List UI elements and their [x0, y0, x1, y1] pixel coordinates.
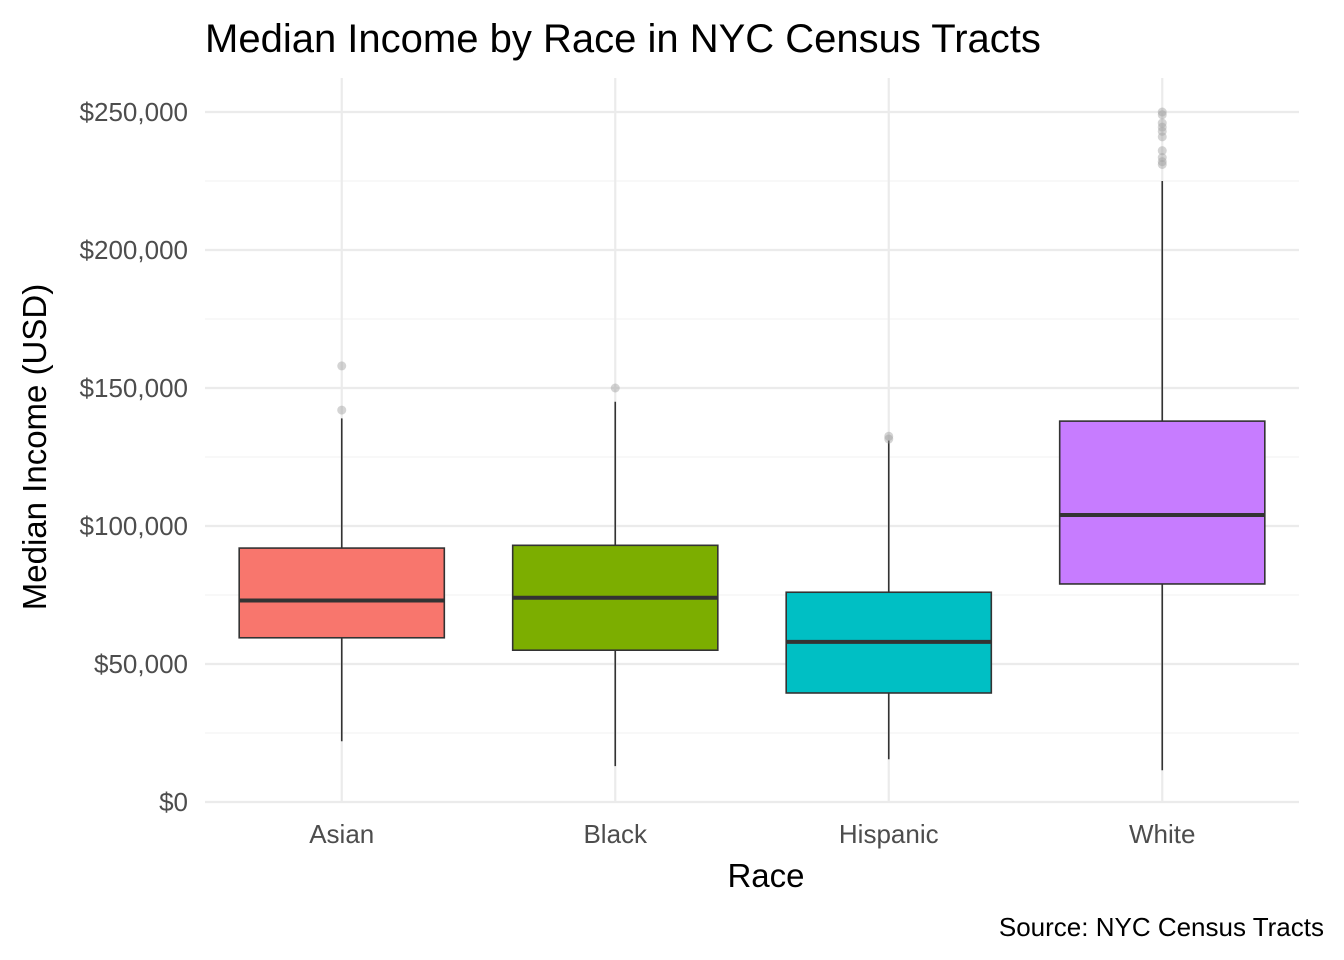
outlier-point [1157, 118, 1167, 128]
y-tick-label: $50,000 [94, 649, 188, 679]
outlier-point [1157, 146, 1167, 156]
outlier-point [610, 383, 620, 393]
box-hispanic [785, 431, 993, 760]
outlier-point [884, 434, 894, 444]
y-axis-ticks: $0 $50,000 $100,000 $150,000 $200,000 $250,00… [80, 97, 188, 817]
y-tick-label: $250,000 [80, 97, 188, 127]
plot-layer [238, 107, 1266, 771]
outlier-point [1157, 107, 1167, 117]
box-black [511, 383, 719, 767]
outlier-point [1157, 122, 1167, 132]
x-axis-ticks: Asian Black Hispanic White [309, 819, 1195, 849]
outlier-point [1157, 110, 1167, 120]
outlier-point [1157, 157, 1167, 167]
x-tick-label: Hispanic [839, 819, 939, 849]
iqr-box [238, 547, 446, 639]
x-tick-label: White [1129, 819, 1195, 849]
x-axis-title: Race [727, 857, 804, 894]
outlier-point [1157, 153, 1167, 163]
y-axis-title: Median Income (USD) [16, 284, 53, 610]
y-tick-label: $100,000 [80, 511, 188, 541]
box-asian [238, 361, 446, 742]
outlier-point [1157, 132, 1167, 142]
chart-title: Median Income by Race in NYC Census Trac… [205, 17, 1041, 61]
iqr-box [1058, 420, 1266, 585]
outlier-point [884, 431, 894, 441]
outlier-point [1157, 126, 1167, 136]
outlier-point [337, 405, 347, 415]
outlier-point [1157, 159, 1167, 169]
y-tick-label: $150,000 [80, 373, 188, 403]
x-tick-label: Black [583, 819, 648, 849]
box-white [1058, 107, 1266, 771]
outlier-point [337, 361, 347, 371]
chart-caption: Source: NYC Census Tracts [999, 912, 1324, 942]
y-tick-label: $0 [159, 787, 188, 817]
x-tick-label: Asian [309, 819, 374, 849]
y-tick-label: $200,000 [80, 235, 188, 265]
